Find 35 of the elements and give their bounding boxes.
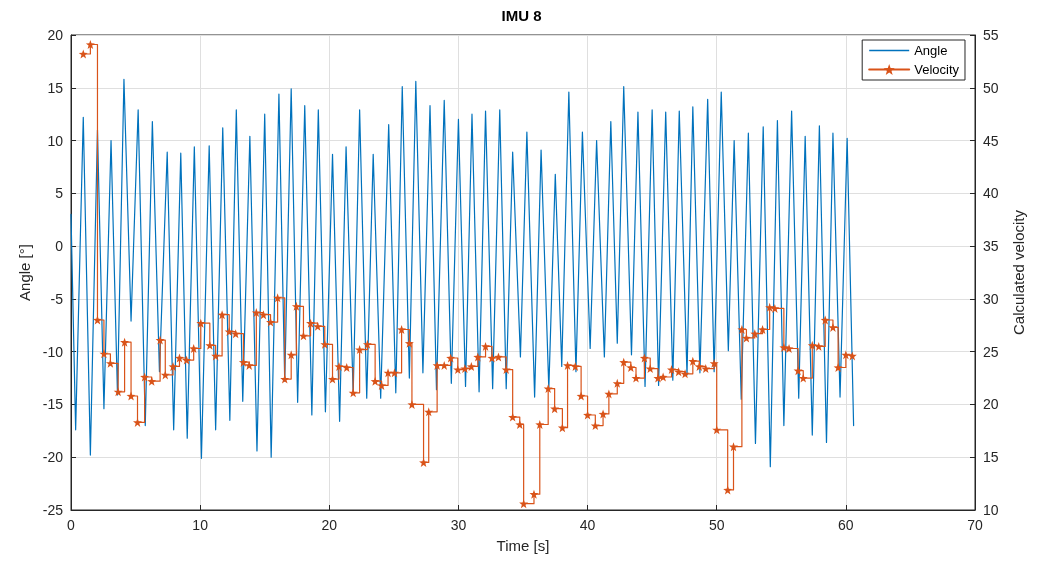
y-tick-label: 10 — [47, 132, 64, 149]
chart-title: IMU 8 — [501, 7, 542, 24]
y-tick-label: 20 — [47, 27, 64, 43]
y2-axis-title: Calculated velocity — [1010, 209, 1027, 336]
x-tick-label: 70 — [967, 517, 983, 533]
y-tick-label: -10 — [42, 343, 64, 360]
y2-tick-label: 40 — [983, 185, 999, 202]
x-tick-label: 10 — [192, 517, 209, 533]
y-tick-label: -5 — [50, 290, 64, 307]
y2-tick-label: 25 — [983, 343, 999, 360]
y-axis-title: Angle [°] — [15, 244, 33, 301]
y2-tick-label: 30 — [983, 290, 999, 307]
x-tick-label: 60 — [838, 517, 854, 533]
x-tick-label: 20 — [321, 517, 338, 533]
y-tick-label: 5 — [55, 185, 64, 202]
y2-tick-label: 45 — [983, 132, 999, 149]
line-series — [70, 78, 855, 468]
x-tick-label: 50 — [708, 517, 725, 533]
x-tick-label: 30 — [450, 517, 467, 533]
x-tick-label: 0 — [67, 517, 76, 533]
legend-label: Velocity — [914, 62, 960, 77]
y-tick-label: 0 — [55, 238, 64, 255]
y2-tick-label: 50 — [983, 79, 999, 96]
y-tick-label: -25 — [42, 502, 64, 518]
y-tick-label: -20 — [42, 449, 64, 466]
y2-tick-label: 55 — [983, 27, 999, 43]
x-axis-title: Time [s] — [496, 537, 550, 554]
y-tick-label: -15 — [42, 396, 64, 413]
y2-tick-label: 20 — [983, 396, 999, 413]
y2-tick-label: 35 — [983, 238, 999, 255]
legend-label: Angle — [914, 43, 948, 58]
x-tick-label: 40 — [579, 517, 596, 533]
y2-tick-label: 10 — [983, 502, 999, 518]
y2-tick-label: 15 — [983, 449, 999, 466]
y-tick-label: 15 — [47, 79, 64, 96]
